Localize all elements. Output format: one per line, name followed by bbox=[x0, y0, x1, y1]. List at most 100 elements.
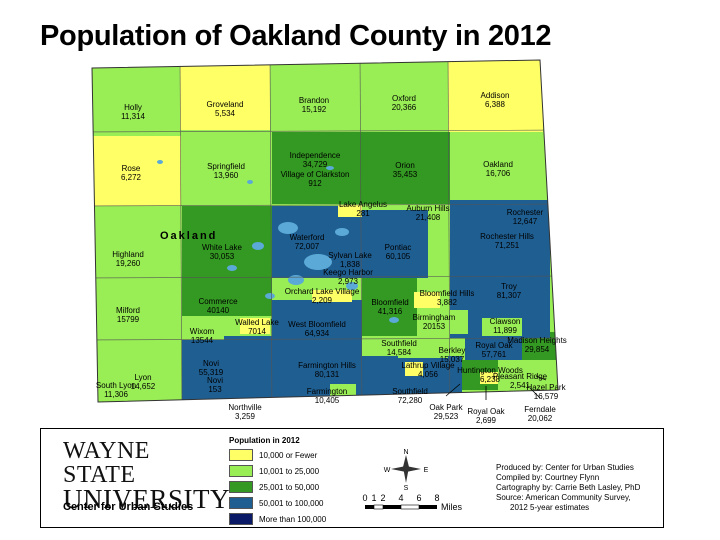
legend-swatch bbox=[229, 513, 253, 525]
place-label: Novi 55,319 bbox=[199, 359, 224, 377]
place-label: Bloomfield 41,316 bbox=[371, 298, 408, 316]
place-label: West Bloomfield 64,934 bbox=[288, 320, 346, 338]
place-name: Southfield bbox=[392, 387, 428, 396]
place-label: Brandon 15,192 bbox=[299, 96, 329, 114]
place-population: 21,408 bbox=[416, 213, 441, 222]
place-name: Bloomfield bbox=[371, 298, 408, 307]
place-label: Oakland 16,706 bbox=[483, 160, 513, 178]
legend-swatch bbox=[229, 481, 253, 493]
place-population: 81,307 bbox=[497, 291, 522, 300]
place-name: Southfield bbox=[381, 339, 417, 348]
place-population: 2,699 bbox=[476, 416, 497, 425]
place-population: 15,192 bbox=[302, 105, 327, 114]
compass-s: S bbox=[404, 485, 409, 491]
place-population: 281 bbox=[356, 209, 370, 218]
southfield-small-fill bbox=[398, 338, 448, 358]
place-label: Ferndale 20,062 bbox=[524, 405, 556, 423]
place-label: Farmington 10,405 bbox=[307, 387, 347, 405]
place-label: Holly 11,314 bbox=[121, 103, 145, 121]
place-label: Rochester 12,647 bbox=[507, 208, 544, 226]
place-name: Walled Lake bbox=[235, 318, 279, 327]
place-label: Royal Oak 2,699 bbox=[467, 407, 505, 425]
place-name: Farmington Hills bbox=[298, 361, 356, 370]
place-label: Rochester Hills 71,251 bbox=[480, 232, 534, 250]
place-name: Oakland bbox=[483, 160, 513, 169]
place-name: Royal Oak bbox=[467, 407, 505, 416]
place-label: Hazel Park 16,579 bbox=[526, 383, 566, 401]
scale-unit: Miles bbox=[441, 502, 463, 512]
place-population: 40140 bbox=[207, 306, 230, 315]
wixom-fill bbox=[180, 320, 224, 340]
place-label: Pleasant Ridge 2,541 bbox=[493, 372, 548, 390]
scale-tick: 6 bbox=[416, 493, 421, 503]
place-name: Rochester Hills bbox=[480, 232, 534, 241]
credit-line: 2012 5-year estimates bbox=[510, 503, 590, 512]
place-population: 72,280 bbox=[398, 396, 423, 405]
scale-bar: 0 1 2 4 6 8 Miles bbox=[362, 493, 463, 512]
place-population: 20,366 bbox=[392, 103, 417, 112]
place-name: Orchard Lake Village bbox=[285, 287, 360, 296]
place-label: Lathrup Village 4,056 bbox=[401, 361, 455, 379]
place-name: Lyon bbox=[134, 373, 151, 382]
north-arrow-icon: N S W E bbox=[384, 449, 429, 491]
west-bloomfield-fill bbox=[272, 300, 362, 344]
place-name: South Lyon bbox=[96, 381, 136, 390]
scale-tick: 8 bbox=[434, 493, 439, 503]
place-population: 19,260 bbox=[116, 259, 141, 268]
lakes bbox=[157, 160, 399, 323]
place-label: Southfield 72,280 bbox=[392, 387, 428, 405]
place-name: Novi bbox=[207, 376, 223, 385]
place-population: 10,405 bbox=[315, 396, 340, 405]
place-population: 20153 bbox=[423, 322, 446, 331]
credit-line: Compiled by: Courtney Flynn bbox=[496, 473, 600, 482]
orchard-lake-fill bbox=[312, 290, 352, 302]
place-label: Huntington Woods 6,238 bbox=[457, 366, 523, 384]
place-labels: Holly 11,314 Groveland 5,534 Brandon 15,192 Ox… bbox=[96, 91, 567, 425]
place-name: Orion bbox=[395, 161, 415, 170]
place-name: Wixom bbox=[190, 327, 215, 336]
place-label: Independence 34,729 bbox=[290, 151, 341, 169]
place-label: Orion 35,453 bbox=[393, 161, 418, 179]
legend-label: More than 100,000 bbox=[259, 514, 327, 524]
lathrup-village-fill bbox=[405, 362, 423, 376]
legend-label: 25,001 to 50,000 bbox=[259, 482, 320, 492]
place-label: Sylvan Lake 1,838 bbox=[328, 251, 372, 269]
place-population: 4,056 bbox=[418, 370, 439, 379]
place-name: Commerce bbox=[198, 297, 238, 306]
place-label: Farmington Hills 80,131 bbox=[298, 361, 356, 379]
place-label: Rose 6,272 bbox=[121, 164, 142, 182]
place-label: Waterford 72,007 bbox=[290, 233, 325, 251]
white-lake-fill bbox=[182, 206, 272, 278]
independence-fill bbox=[272, 132, 362, 204]
township-fills bbox=[92, 60, 558, 402]
legend-item: 50,001 to 100,000 bbox=[229, 496, 324, 510]
place-population: 6,272 bbox=[121, 173, 142, 182]
legend-swatch bbox=[229, 449, 253, 461]
place-population: 5,534 bbox=[215, 109, 236, 118]
lake-angelus-fill bbox=[338, 205, 362, 217]
place-population: 2,541 bbox=[510, 381, 531, 390]
legend-panel: WAYNE STATE UNIVERSITY Center for Urban … bbox=[40, 428, 664, 528]
place-name: Village of Clarkston bbox=[281, 170, 350, 179]
scale-tick: 0 bbox=[362, 493, 367, 503]
place-name: Pleasant Ridge bbox=[493, 372, 548, 381]
place-name: Novi bbox=[203, 359, 219, 368]
pontiac-fill bbox=[362, 210, 428, 278]
bloomfield-fill bbox=[362, 278, 417, 336]
place-label: Southfield 14,584 bbox=[381, 339, 417, 357]
place-name: Madison Heights bbox=[507, 336, 567, 345]
place-name: Northville bbox=[228, 403, 262, 412]
legend-title: Population in 2012 bbox=[229, 436, 300, 445]
place-label: Novi 153 bbox=[207, 376, 223, 394]
place-label: Groveland 5,534 bbox=[207, 100, 244, 118]
scale-tick: 2 bbox=[380, 493, 385, 503]
place-population: 29,854 bbox=[525, 345, 550, 354]
place-population: 15,037 bbox=[440, 355, 465, 364]
place-label: Northville 3,259 bbox=[228, 403, 262, 421]
legend-item: 10,000 or Fewer bbox=[229, 448, 317, 462]
place-label: Royal Oak 57,761 bbox=[475, 341, 513, 359]
place-name: West Bloomfield bbox=[288, 320, 346, 329]
place-population: 153 bbox=[208, 385, 222, 394]
place-label: Walled Lake 7014 bbox=[235, 318, 279, 336]
novi-fill bbox=[182, 336, 272, 402]
